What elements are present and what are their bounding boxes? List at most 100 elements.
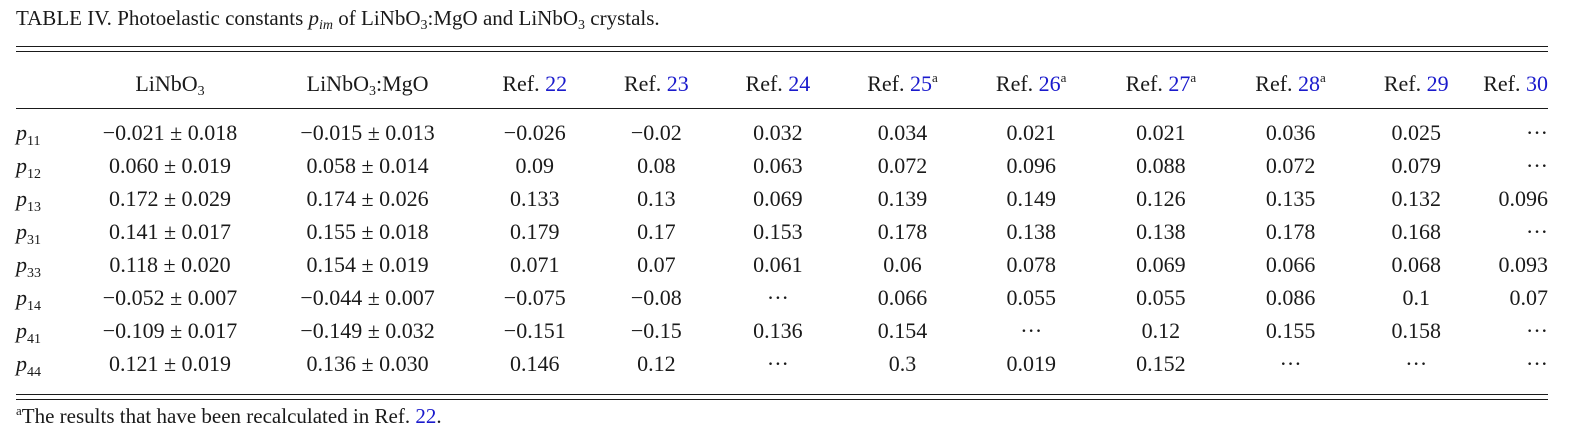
header-ref-30: Ref. 30: [1477, 60, 1548, 108]
footnote-mark: a: [16, 403, 22, 418]
row-label: p11: [16, 108, 79, 149]
cell-ref-29: 0.025: [1391, 119, 1441, 145]
row-symbol-sub: 44: [27, 364, 41, 380]
ref-footnote-mark: a: [932, 70, 938, 85]
table-row: p13 0.172 ± 0.029 0.174 ± 0.026 0.133 0.13 0.…: [16, 182, 1548, 215]
header-linbo3-mgo-suffix: :MgO: [375, 71, 429, 96]
cell-ref-27: 0.021: [1136, 119, 1186, 145]
ref-footnote-mark: a: [1320, 70, 1326, 85]
cell-ref-28: 0.178: [1265, 218, 1316, 244]
cell-ref-26: ···: [1020, 317, 1043, 343]
row-symbol: p: [16, 218, 27, 244]
cell-linbo3: −0.052 ± 0.007: [102, 284, 238, 310]
ref-link[interactable]: 27: [1168, 71, 1191, 96]
row-symbol-sub: 13: [27, 199, 41, 215]
cell-ref-24: 0.032: [753, 119, 803, 145]
cell-ref-24: 0.063: [753, 152, 803, 178]
cell-ref-23: 0.12: [637, 350, 676, 376]
table-row: p12 0.060 ± 0.019 0.058 ± 0.014 0.09 0.08 0.0…: [16, 149, 1548, 182]
row-symbol: p: [16, 350, 27, 376]
ref-link[interactable]: 23: [666, 71, 689, 96]
cell-ref-24: ···: [766, 350, 789, 376]
cell-ref-30: ···: [1526, 218, 1548, 244]
row-symbol: p: [16, 284, 27, 310]
row-label: p31: [16, 215, 79, 248]
cell-linbo3-mgo: −0.149 ± 0.032: [300, 317, 435, 343]
row-symbol-sub: 12: [27, 166, 41, 182]
cell-ref-28: 0.066: [1265, 251, 1316, 277]
cell-ref-26: 0.019: [1006, 350, 1056, 376]
cell-ref-23: 0.17: [637, 218, 676, 244]
cell-ref-26: 0.055: [1006, 284, 1056, 310]
cell-ref-22: −0.151: [503, 317, 566, 343]
cell-ref-28: 0.135: [1265, 185, 1316, 211]
table-row: p44 0.121 ± 0.019 0.136 ± 0.030 0.146 0.12 ··…: [16, 347, 1548, 380]
header-linbo3-mgo-sub: 3: [368, 84, 376, 99]
row-symbol: p: [16, 251, 27, 277]
header-ref-26: Ref. 26a: [966, 60, 1096, 108]
cell-linbo3: −0.021 ± 0.018: [102, 119, 238, 145]
footnote-ref-link[interactable]: 22: [415, 404, 437, 428]
cell-ref-22: −0.075: [503, 284, 566, 310]
cell-ref-28: ···: [1279, 350, 1302, 376]
header-rule: [16, 108, 1548, 110]
cell-ref-22: −0.026: [503, 119, 566, 145]
cell-ref-30: 0.096: [1498, 185, 1549, 211]
row-symbol: p: [16, 185, 27, 211]
cell-ref-29: 0.079: [1391, 152, 1441, 178]
table-row: p11 −0.021 ± 0.018 −0.015 ± 0.013 −0.026 −0.…: [16, 108, 1548, 149]
ref-prefix: Ref.: [867, 71, 905, 96]
ref-link[interactable]: 29: [1426, 71, 1449, 96]
cell-ref-26: 0.149: [1006, 185, 1056, 211]
row-symbol-sub: 11: [27, 133, 41, 149]
cell-ref-22: 0.09: [515, 152, 554, 178]
cell-ref-30: ···: [1526, 152, 1548, 178]
header-linbo3-mgo: LiNbO3:MgO: [261, 60, 474, 108]
table-row: p33 0.118 ± 0.020 0.154 ± 0.019 0.071 0.07 0.…: [16, 248, 1548, 281]
cell-ref-24: 0.061: [753, 251, 803, 277]
row-label: p13: [16, 182, 79, 215]
symbol-p: p: [308, 6, 320, 30]
ref-prefix: Ref.: [995, 71, 1034, 96]
cell-ref-29: 0.1: [1402, 284, 1430, 310]
cell-ref-27: 0.088: [1136, 152, 1186, 178]
cell-linbo3-mgo: 0.174 ± 0.026: [306, 185, 429, 211]
ref-link[interactable]: 26: [1038, 71, 1061, 96]
cell-ref-29: 0.158: [1391, 317, 1441, 343]
cell-ref-24: 0.136: [753, 317, 803, 343]
ref-link[interactable]: 25: [910, 71, 932, 96]
cell-ref-24: 0.153: [753, 218, 803, 244]
cell-ref-25: 0.139: [877, 185, 928, 211]
cell-ref-24: 0.069: [753, 185, 803, 211]
header-linbo3: LiNbO3: [79, 60, 261, 108]
ref-prefix: Ref.: [1383, 71, 1422, 96]
crystal-a: LiNbO: [361, 6, 421, 30]
cell-ref-28: 0.036: [1265, 119, 1316, 145]
cell-ref-26: 0.138: [1006, 218, 1056, 244]
cell-linbo3-mgo: −0.044 ± 0.007: [300, 284, 435, 310]
ref-link[interactable]: 24: [788, 71, 811, 96]
row-label: p41: [16, 314, 79, 347]
ref-link[interactable]: 30: [1526, 71, 1548, 96]
cell-ref-29: 0.168: [1391, 218, 1441, 244]
ref-link[interactable]: 28: [1298, 71, 1321, 96]
cell-ref-23: 0.07: [637, 251, 676, 277]
ref-prefix: Ref.: [1255, 71, 1293, 96]
cell-ref-27: 0.126: [1136, 185, 1186, 211]
ref-link[interactable]: 22: [545, 71, 568, 96]
cell-ref-25: 0.034: [877, 119, 928, 145]
header-ref-27: Ref. 27a: [1096, 60, 1226, 108]
cell-linbo3: −0.109 ± 0.017: [102, 317, 238, 343]
cell-ref-24: ···: [766, 284, 789, 310]
crystal-b: LiNbO: [518, 6, 579, 30]
cell-ref-29: ···: [1405, 350, 1428, 376]
cell-linbo3-mgo: 0.155 ± 0.018: [306, 218, 429, 244]
row-symbol-sub: 14: [27, 298, 41, 314]
cell-ref-30: 0.07: [1509, 284, 1549, 310]
table-caption: TABLE IV. Photoelastic constants pim of …: [16, 6, 660, 33]
row-symbol: p: [16, 152, 27, 178]
row-label: p12: [16, 149, 79, 182]
cell-ref-30: 0.093: [1498, 251, 1549, 277]
ref-prefix: Ref.: [502, 71, 540, 96]
cell-ref-25: 0.178: [877, 218, 928, 244]
